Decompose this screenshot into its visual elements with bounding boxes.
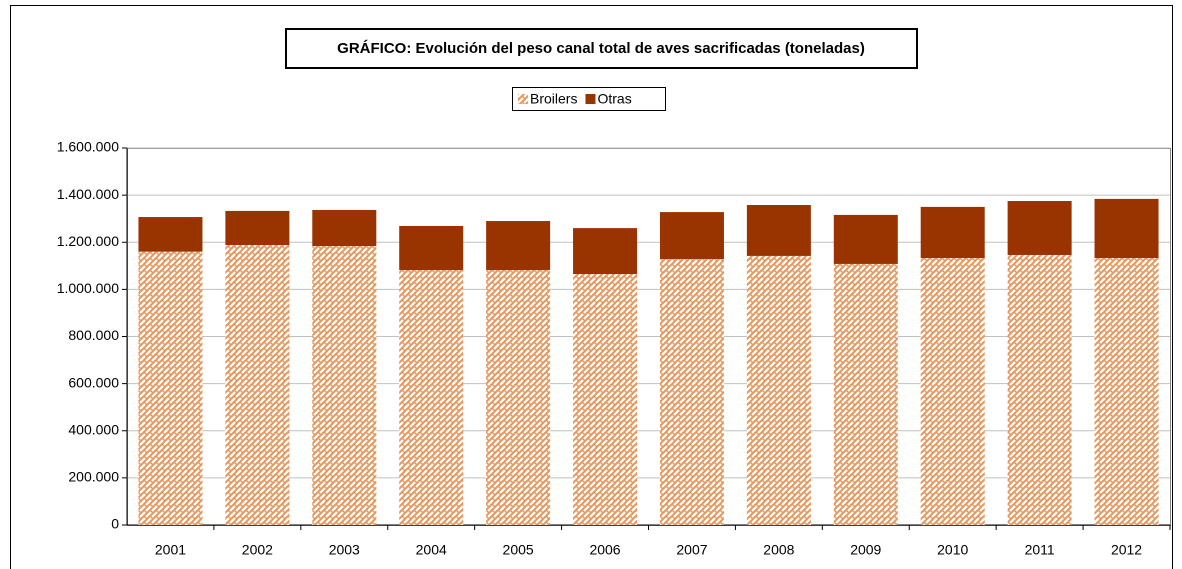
bar-segment xyxy=(573,274,638,525)
title-box xyxy=(285,28,918,69)
chart-title: GRÁFICO: Evolución del peso canal total … xyxy=(337,40,865,57)
legend-swatch xyxy=(518,94,528,104)
bar-segment xyxy=(920,206,985,259)
bar-segment xyxy=(486,270,551,525)
x-tick-label: 2005 xyxy=(503,542,534,558)
x-tick-label: 2006 xyxy=(589,542,620,558)
legend-label: Broilers xyxy=(530,91,577,107)
x-tick-label: 2003 xyxy=(329,542,360,558)
bar-segment xyxy=(920,258,985,525)
x-tick-label: 2009 xyxy=(850,542,881,558)
x-tick-label: 2010 xyxy=(937,542,968,558)
bar-segment xyxy=(746,255,811,525)
legend-label: Otras xyxy=(597,91,631,107)
x-tick-label: 2007 xyxy=(676,542,707,558)
y-tick-label: 1.000.000 xyxy=(57,280,119,296)
x-tick-label: 2011 xyxy=(1025,542,1055,558)
bar-segment xyxy=(573,228,638,275)
bar-segment xyxy=(138,251,203,526)
bar-segment xyxy=(399,270,464,525)
y-tick-label: 600.000 xyxy=(68,374,119,390)
y-tick-label: 400.000 xyxy=(68,421,119,437)
bar-segment xyxy=(399,225,464,271)
y-tick-label: 200.000 xyxy=(68,469,119,485)
x-tick-label: 2002 xyxy=(242,542,273,558)
bar-segment xyxy=(659,258,724,525)
bar-segment xyxy=(225,245,290,525)
y-tick-label: 1.400.000 xyxy=(57,186,119,202)
x-tick-label: 2001 xyxy=(155,542,186,558)
y-tick-label: 0 xyxy=(111,516,119,532)
x-tick-label: 2004 xyxy=(416,542,447,558)
y-tick-label: 1.600.000 xyxy=(57,139,119,155)
bar-segment xyxy=(833,214,898,264)
bar-segment xyxy=(225,210,290,246)
bar-segment xyxy=(138,217,203,252)
legend-swatch xyxy=(585,94,596,104)
bar-segment xyxy=(746,205,811,256)
bar-segment xyxy=(833,263,898,525)
x-tick-label: 2012 xyxy=(1111,542,1142,558)
bar-segment xyxy=(1094,198,1159,259)
bar-segment xyxy=(659,212,724,259)
y-tick-label: 1.200.000 xyxy=(57,233,119,249)
bar-segment xyxy=(312,209,377,247)
y-tick-label: 800.000 xyxy=(68,327,119,343)
bar-segment xyxy=(1094,258,1159,525)
bar-segment xyxy=(312,246,377,525)
bar-segment xyxy=(1007,201,1072,255)
bar-segment xyxy=(1007,254,1072,525)
bar-segment xyxy=(486,221,551,271)
x-tick-label: 2008 xyxy=(763,542,794,558)
